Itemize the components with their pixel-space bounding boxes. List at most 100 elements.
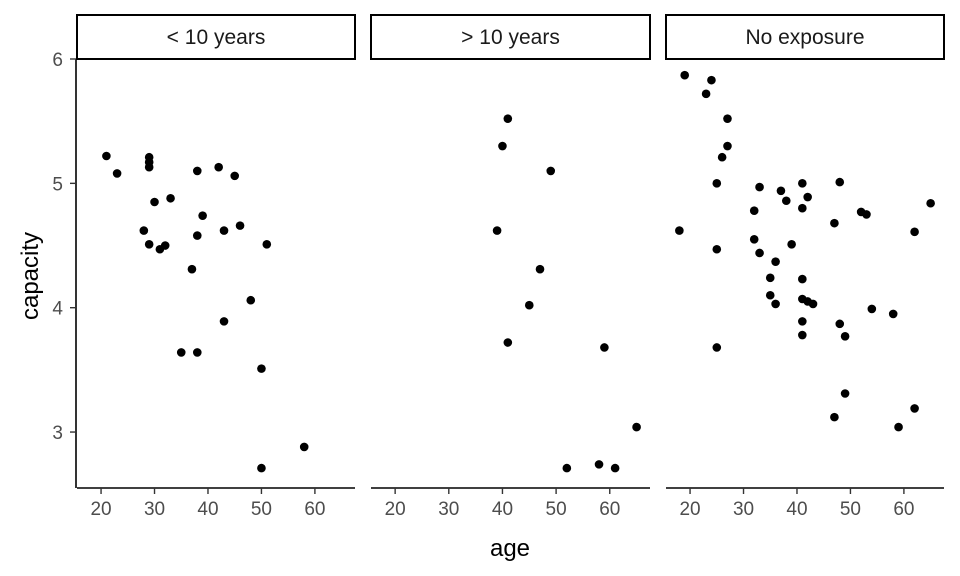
data-point: [166, 193, 175, 203]
data-point: [787, 239, 796, 249]
data-point: [144, 239, 154, 249]
facet-strip-label: < 10 years: [167, 26, 266, 49]
facet-strip-label: > 10 years: [461, 26, 560, 49]
data-point: [755, 248, 764, 258]
data-point: [262, 239, 272, 249]
data-point: [867, 304, 877, 314]
facet-strip: [370, 14, 651, 60]
data-point: [803, 192, 812, 202]
x-tick-label: 30: [144, 499, 165, 520]
data-point: [176, 348, 186, 357]
data-point: [235, 221, 245, 230]
y-tick-label: 6: [52, 50, 63, 71]
facet-strip: [665, 14, 945, 60]
data-point: [139, 226, 149, 235]
data-point: [798, 330, 807, 340]
data-point: [798, 274, 807, 284]
x-tick-label: 40: [197, 499, 218, 520]
data-point: [150, 197, 159, 207]
x-tick-label: 50: [251, 499, 272, 520]
data-point: [546, 166, 556, 176]
data-point: [675, 226, 684, 235]
data-point: [503, 338, 513, 347]
data-point: [926, 198, 935, 208]
data-point: [717, 152, 727, 162]
data-point: [835, 319, 845, 329]
data-point: [144, 162, 154, 172]
data-point: [840, 389, 850, 398]
x-tick-label: 60: [304, 499, 325, 520]
x-axis-title: age: [490, 535, 530, 562]
x-tick-label: 50: [840, 499, 861, 520]
data-point: [492, 226, 502, 235]
data-point: [723, 114, 732, 123]
facet-panel: > 10 years 20 30 40 50 60: [370, 14, 651, 520]
data-point: [192, 231, 202, 240]
x-tick-label: 30: [438, 499, 459, 520]
data-point: [798, 317, 807, 326]
data-point: [712, 179, 722, 188]
data-point: [299, 442, 309, 452]
data-point: [257, 463, 266, 473]
data-point: [701, 89, 711, 99]
data-point: [771, 257, 780, 266]
data-point: [246, 295, 256, 305]
data-point: [610, 463, 620, 473]
data-point: [749, 235, 759, 244]
data-point: [830, 412, 839, 422]
data-point: [862, 210, 871, 219]
data-point: [632, 422, 641, 432]
data-point: [765, 290, 775, 300]
data-point: [910, 227, 919, 237]
data-point: [257, 364, 266, 373]
data-point: [198, 211, 207, 220]
x-tick-label: 20: [385, 499, 406, 520]
data-point: [771, 299, 780, 309]
y-tick-label: 4: [52, 299, 63, 320]
data-point: [600, 343, 609, 352]
data-point: [798, 203, 807, 213]
data-point: [888, 309, 898, 319]
data-point: [776, 186, 786, 196]
data-point: [503, 114, 513, 123]
x-tick-label: 20: [679, 499, 700, 520]
facet-panel: < 10 years 20 30 40 50 60: [76, 14, 356, 520]
facet-strip: [76, 14, 356, 60]
data-point: [524, 300, 534, 310]
data-point: [707, 75, 716, 85]
facet-strip-label: No exposure: [745, 26, 864, 49]
data-point: [835, 177, 845, 187]
data-point: [680, 70, 690, 80]
data-point: [830, 218, 839, 228]
y-axis: 3 4 5 6: [52, 50, 77, 488]
data-point: [192, 348, 202, 357]
data-point: [219, 317, 229, 326]
data-point: [112, 169, 122, 178]
y-tick-label: 3: [52, 423, 63, 444]
data-point: [230, 171, 240, 181]
y-tick-label: 5: [52, 174, 63, 195]
x-tick-label: 40: [786, 499, 807, 520]
facet-panels: < 10 years 20 30 40 50 60 > 10 years 20 30 40 50 60…: [76, 14, 945, 520]
data-point: [192, 166, 202, 176]
data-point: [894, 422, 903, 432]
data-point: [562, 463, 572, 473]
y-axis-title: capacity: [17, 232, 44, 320]
x-tick-label: 60: [599, 499, 620, 520]
x-tick-label: 20: [90, 499, 111, 520]
data-point: [102, 151, 111, 161]
data-point: [808, 299, 818, 309]
data-point: [712, 343, 722, 352]
data-point: [535, 264, 545, 274]
x-tick-label: 60: [893, 499, 914, 520]
data-point: [712, 244, 722, 254]
data-point: [798, 179, 807, 188]
data-point: [187, 264, 197, 274]
x-tick-label: 30: [733, 499, 754, 520]
data-point: [781, 196, 791, 206]
data-point: [765, 273, 775, 283]
data-point: [755, 182, 764, 192]
data-point: [160, 241, 170, 250]
data-point: [214, 162, 223, 172]
